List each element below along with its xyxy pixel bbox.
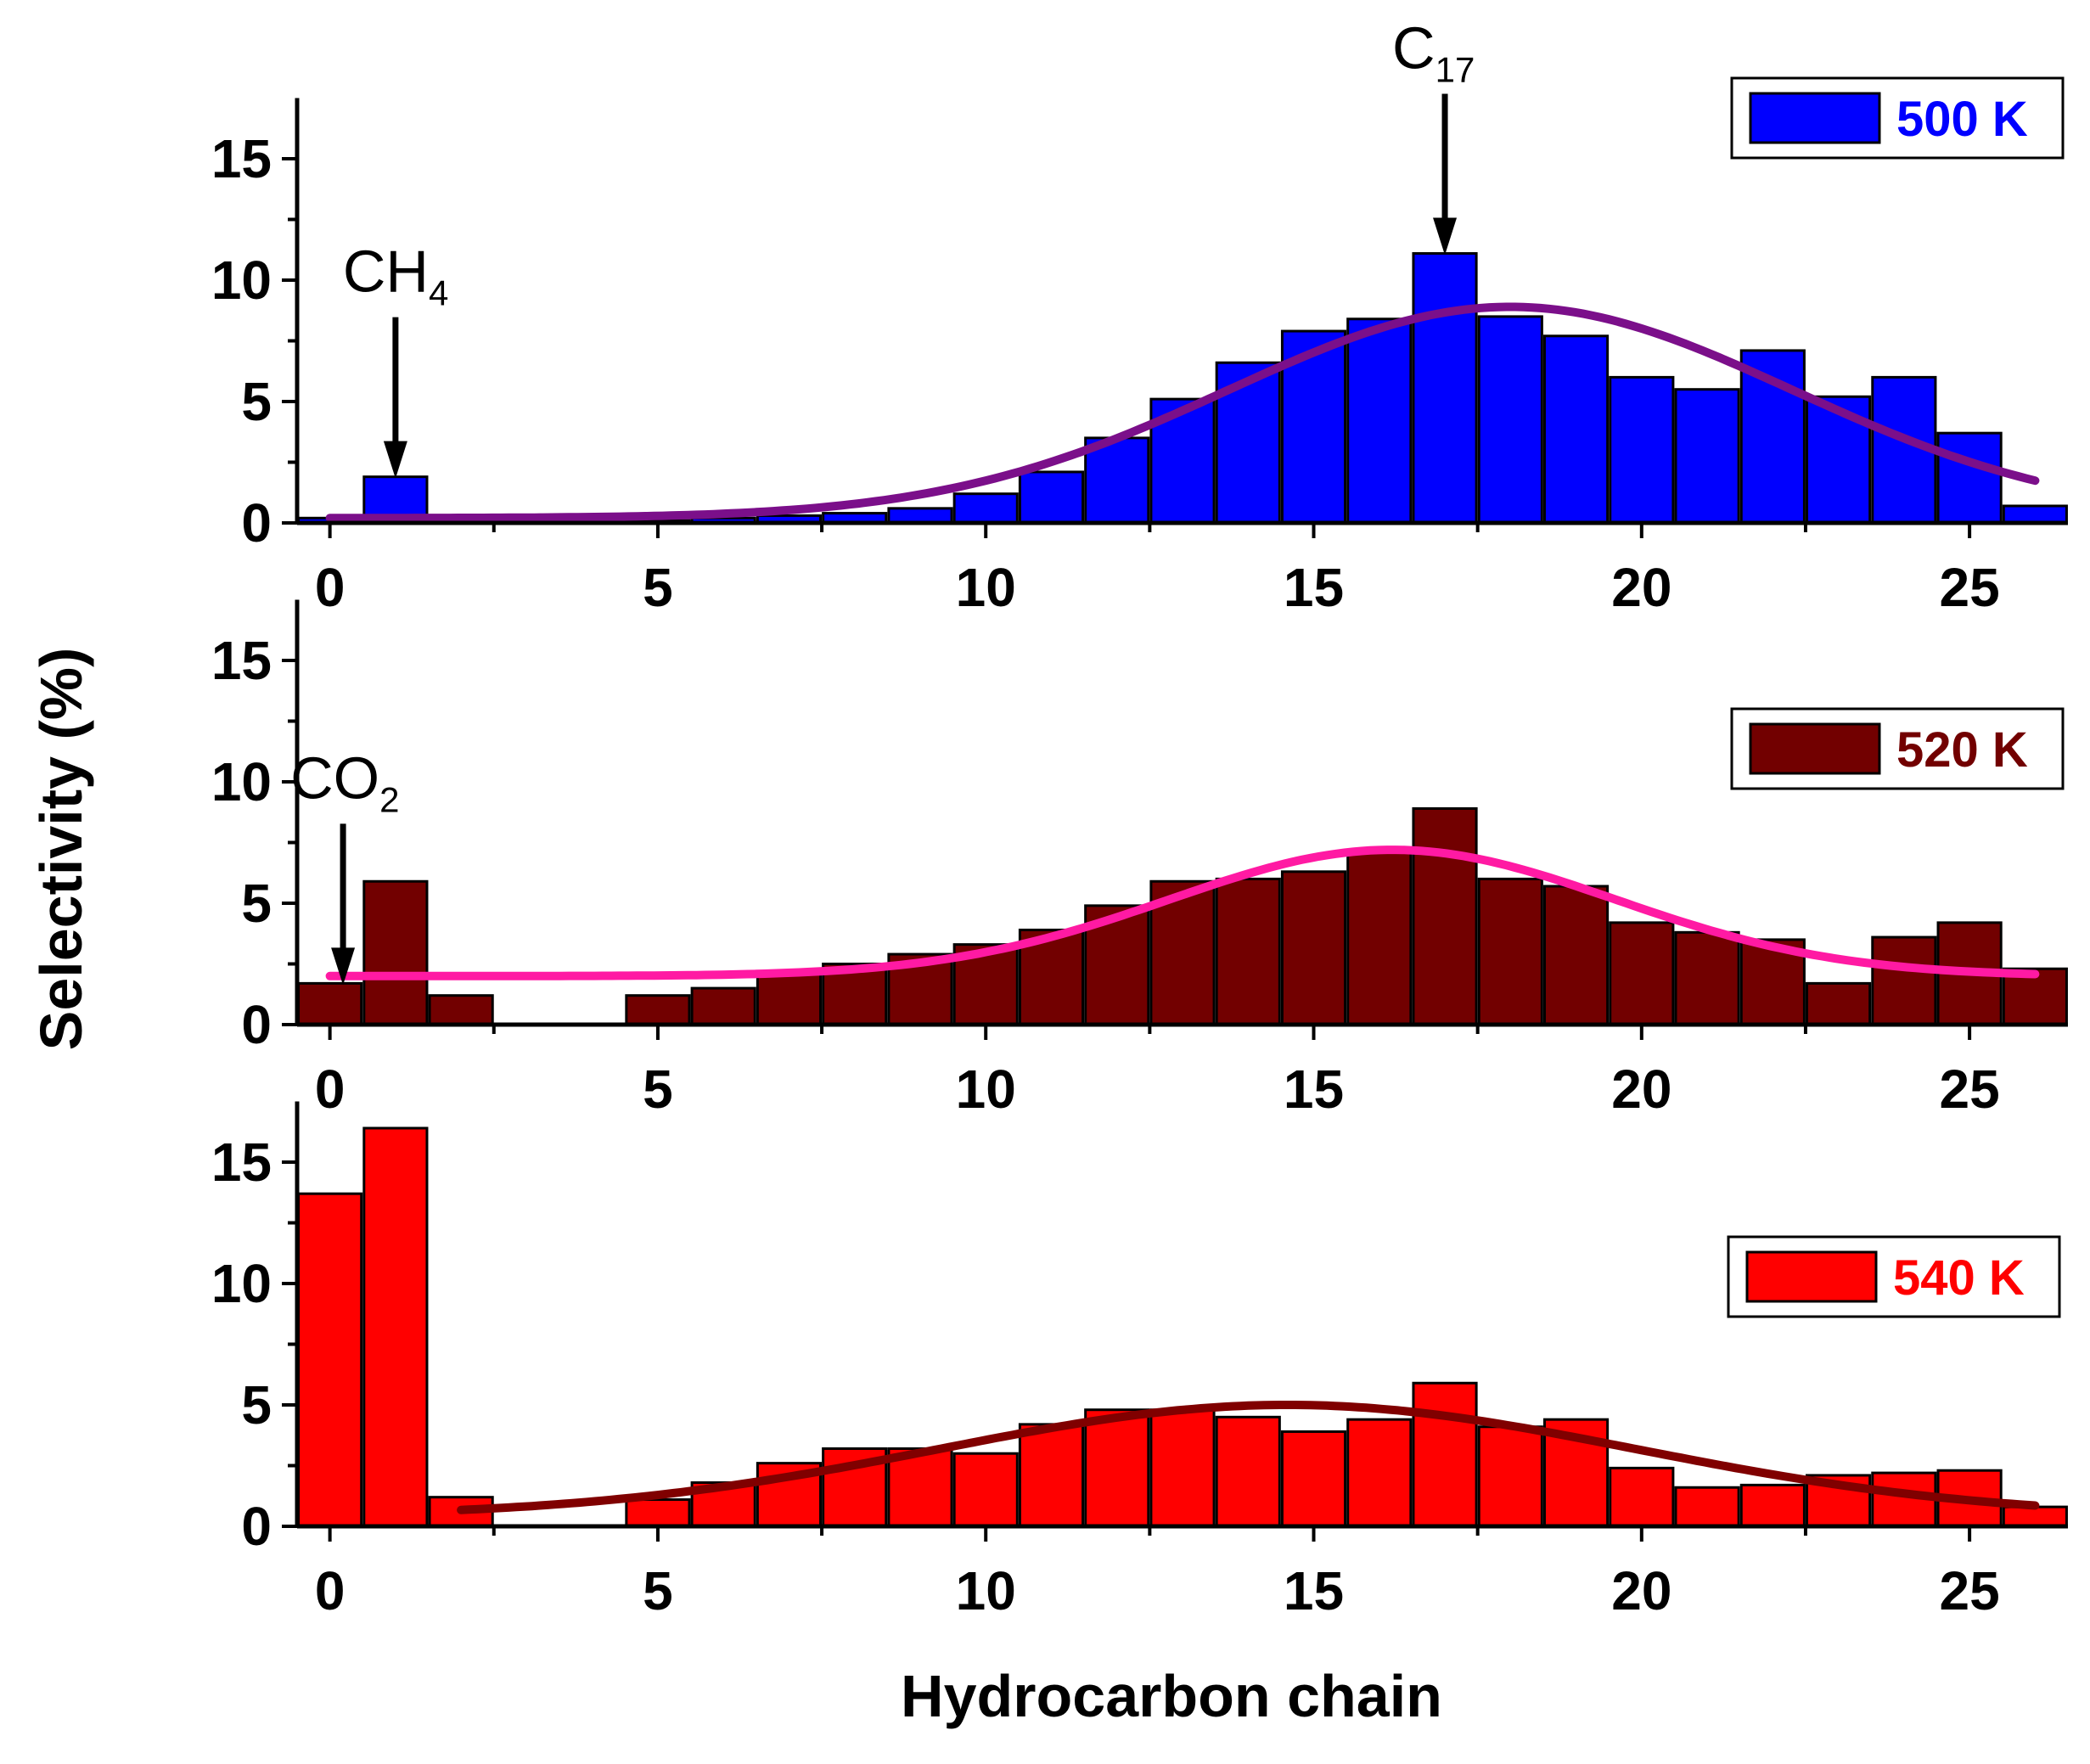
y-tick-label: 5 — [241, 1374, 272, 1435]
bar — [1609, 375, 1675, 525]
x-tick-label: 5 — [643, 1059, 673, 1120]
x-tick-label: 0 — [315, 1059, 346, 1120]
x-tick-label: 0 — [315, 557, 346, 618]
y-tick-label: 10 — [211, 751, 272, 812]
x-tick-label: 0 — [315, 1560, 346, 1621]
x-tick-label: 15 — [1284, 557, 1344, 618]
y-tick-label: 0 — [241, 994, 272, 1055]
bar — [1280, 870, 1347, 1026]
legend-swatch — [1745, 1250, 1878, 1303]
fit-curve — [325, 302, 2040, 523]
chart-panels: 0 5 10 15 0 5 10 15 20 25 500 K CH4 C17 0 5 10 15 0 5 10 15 2… — [211, 15, 2068, 1621]
bar — [1215, 877, 1281, 1026]
x-tick-label: 15 — [1284, 1059, 1344, 1120]
bar — [1674, 388, 1740, 525]
bar — [1346, 317, 1413, 525]
bar — [1609, 921, 1675, 1026]
bar — [1018, 1423, 1085, 1528]
x-tick-label: 20 — [1611, 557, 1671, 618]
y-tick-label: 15 — [211, 1132, 272, 1193]
bar — [1280, 1430, 1347, 1528]
annotation-label: C17 — [1392, 15, 1475, 90]
bar — [1412, 806, 1478, 1026]
bar — [1084, 904, 1150, 1026]
bar — [1412, 1381, 1478, 1528]
bar — [1149, 1408, 1216, 1528]
y-tick-label: 0 — [241, 492, 272, 553]
bar — [625, 994, 691, 1026]
bar — [1674, 930, 1740, 1026]
x-tick-label: 20 — [1611, 1059, 1671, 1120]
bar — [756, 972, 823, 1026]
bar — [1542, 334, 1610, 525]
y-tick-label: 5 — [241, 873, 272, 934]
bar — [1018, 470, 1085, 525]
bar — [362, 879, 429, 1026]
bar — [1346, 851, 1413, 1026]
y-tick-label: 10 — [211, 1253, 272, 1314]
y-tick-label: 15 — [211, 128, 272, 189]
bar — [952, 492, 1019, 525]
annotation-label: CO2 — [290, 744, 399, 819]
bar — [1806, 395, 1872, 525]
bar — [2002, 504, 2068, 525]
panel-540-k: 0 5 10 15 0 5 10 15 20 25 540 K — [211, 1101, 2068, 1621]
x-axis-title: Hydrocarbon chain — [901, 1663, 1442, 1729]
y-axis-title: Selectivity (%) — [28, 648, 94, 1051]
bar — [1477, 1425, 1543, 1528]
bar — [1674, 1486, 1740, 1528]
x-tick-label: 5 — [643, 1560, 673, 1621]
x-tick-label: 25 — [1940, 1560, 2000, 1621]
bar — [1739, 1483, 1806, 1528]
bar — [362, 1126, 429, 1528]
x-tick-label: 10 — [956, 1059, 1016, 1120]
bar — [2002, 967, 2068, 1026]
y-tick-label: 10 — [211, 250, 272, 311]
x-tick-label: 10 — [956, 557, 1016, 618]
bar — [297, 981, 363, 1026]
fit-curve — [457, 1401, 2040, 1514]
bar — [1477, 877, 1543, 1026]
legend-label: 540 K — [1893, 1250, 2025, 1306]
bar — [1084, 1408, 1150, 1528]
y-tick-label: 0 — [241, 1496, 272, 1557]
y-tick-label: 5 — [241, 371, 272, 432]
bar — [1346, 1418, 1413, 1528]
annotation-arrow-head — [383, 441, 407, 479]
legend-label: 500 K — [1896, 92, 2028, 147]
x-tick-label: 25 — [1940, 557, 2000, 618]
panel-500-k: 0 5 10 15 0 5 10 15 20 25 500 K CH4 C17 — [211, 15, 2068, 618]
bar — [1477, 315, 1543, 525]
x-tick-label: 25 — [1940, 1059, 2000, 1120]
bar — [2002, 1505, 2068, 1528]
bar — [625, 1498, 691, 1528]
annotation-arrow-head — [1433, 217, 1458, 256]
fit-curve — [325, 845, 2040, 980]
bar — [1609, 1466, 1675, 1528]
legend-swatch — [1749, 722, 1881, 775]
legend-swatch — [1749, 92, 1881, 144]
bar — [297, 1192, 363, 1528]
bar — [1215, 1415, 1281, 1528]
annotation-label: CH4 — [343, 239, 448, 313]
bar — [690, 986, 756, 1026]
bar — [1542, 885, 1610, 1026]
legend-label: 520 K — [1896, 722, 2028, 778]
bar — [952, 1452, 1019, 1528]
annotation-arrow-head — [331, 947, 356, 986]
x-tick-label: 15 — [1284, 1560, 1344, 1621]
bar — [887, 507, 953, 525]
x-tick-label: 5 — [643, 557, 673, 618]
bar — [1412, 252, 1478, 525]
x-tick-label: 20 — [1611, 1560, 1671, 1621]
panel-520-k: 0 5 10 15 0 5 10 15 20 25 520 K CO2 — [211, 599, 2068, 1120]
bar — [1936, 431, 2003, 525]
x-tick-label: 10 — [956, 1560, 1016, 1621]
bar — [1871, 935, 1937, 1026]
bar — [428, 994, 494, 1026]
bar — [1806, 981, 1872, 1026]
y-tick-label: 15 — [211, 630, 272, 691]
